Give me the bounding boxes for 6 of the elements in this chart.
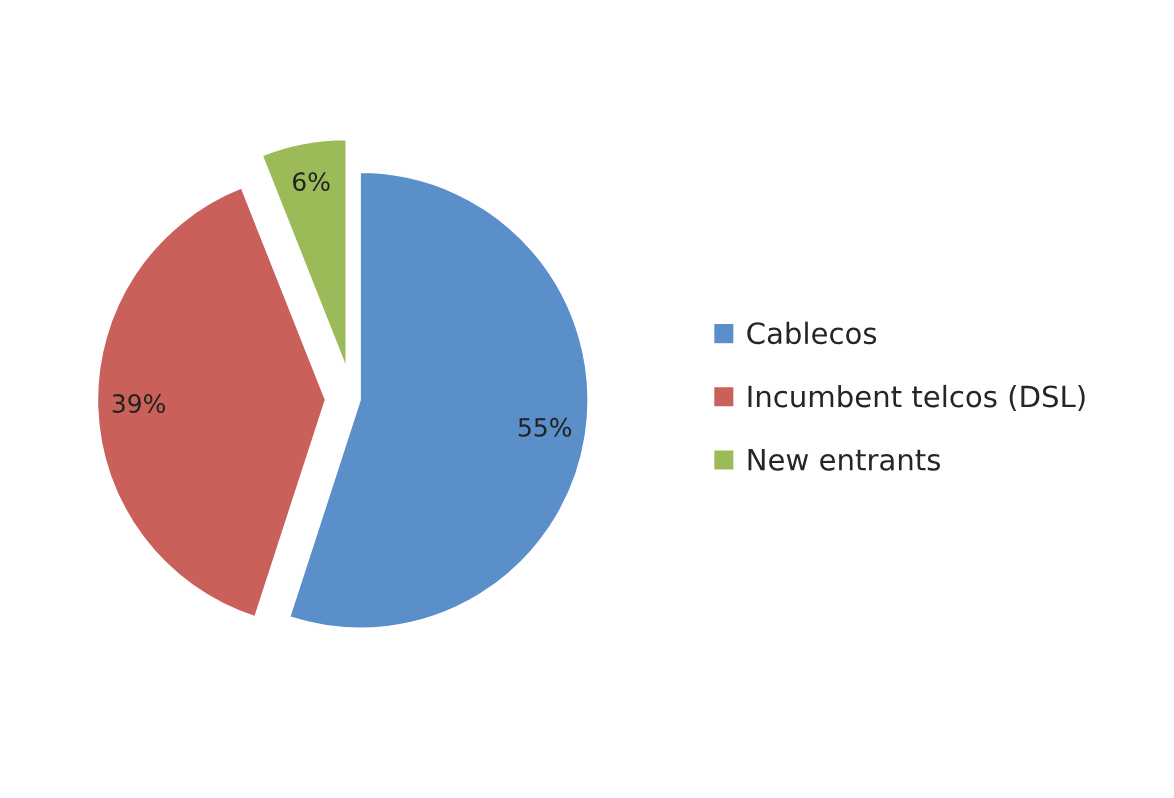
- legend-label: Incumbent telcos (DSL): [748, 384, 1085, 411]
- data-label: 39%: [112, 394, 166, 413]
- legend-label: Cablecos: [747, 321, 877, 345]
- data-label: 6%: [293, 172, 330, 192]
- data-label: 55%: [518, 417, 572, 437]
- legend-label: New entrants: [748, 449, 941, 471]
